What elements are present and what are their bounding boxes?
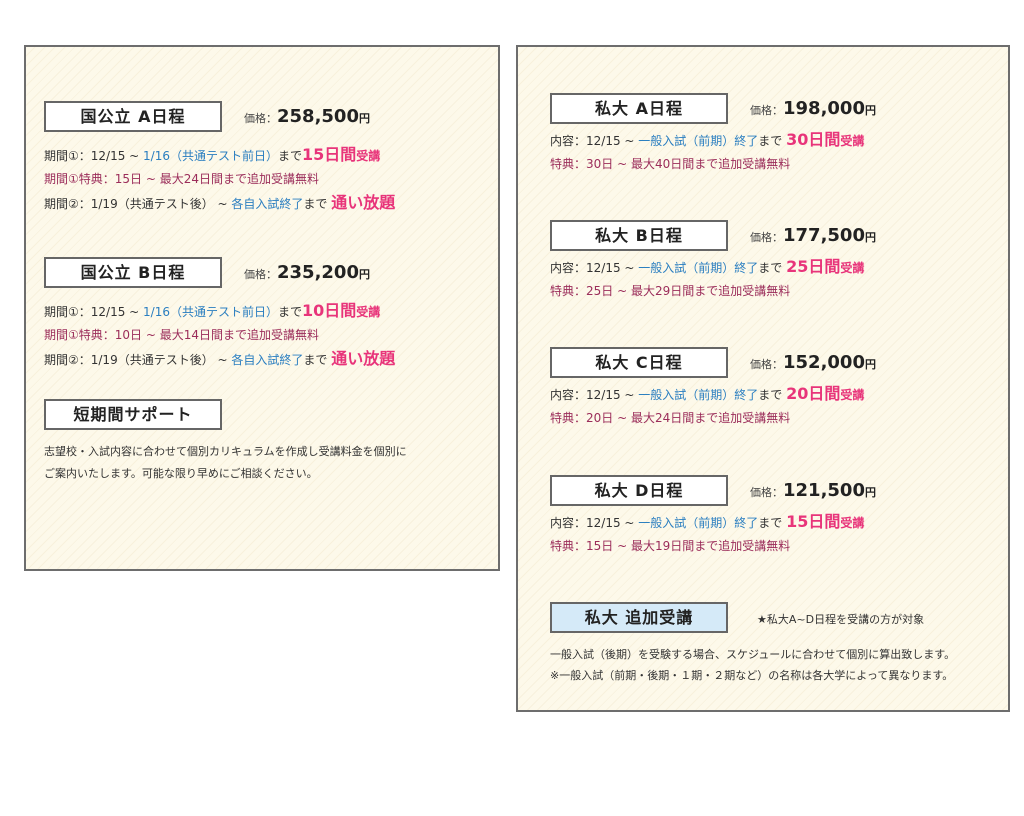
detail-segment: まで (758, 261, 787, 275)
detail-segment: 一般入試（前期）終了 (638, 261, 759, 275)
detail-segment: 期間②：1/19（共通テスト後） ~ (44, 353, 232, 367)
plan-detail-line: 特典：20日 ~ 最大24日間まで追加受講無料 (550, 409, 790, 427)
detail-segment: 期間①：12/15 ~ (44, 305, 144, 319)
plan-detail-line: 内容：12/15 ~ 一般入試（前期）終了まで 20日間受講 (550, 385, 864, 404)
price-unit: 円 (358, 112, 370, 125)
plan-title: 私大 C日程 (550, 347, 728, 378)
price-label: 価格： (750, 486, 783, 499)
detail-segment: 1/16（共通テスト前日） (143, 305, 278, 319)
price-unit: 円 (864, 358, 876, 371)
detail-segment: 特典：15日 ~ 最大19日間まで追加受講無料 (550, 539, 791, 553)
plan-detail-line: 内容：12/15 ~ 一般入試（前期）終了まで 25日間受講 (550, 258, 864, 277)
detail-segment: 一般入試（前期）終了 (638, 388, 759, 402)
plan-detail-line: 特典：30日 ~ 最大40日間まで追加受講無料 (550, 155, 790, 173)
detail-segment: 通い放題 (331, 193, 396, 212)
short-support-text: ご案内いたします。可能な限り早めにご相談ください。 (44, 467, 318, 480)
price-unit: 円 (358, 268, 370, 281)
price-label: 価格： (244, 268, 277, 281)
detail-segment: 受講 (840, 261, 865, 275)
price-unit: 円 (864, 231, 876, 244)
plan-detail-line: 内容：12/15 ~ 一般入試（前期）終了まで 15日間受講 (550, 513, 864, 532)
detail-segment: 10日間 (302, 301, 357, 320)
price-value: 152,000 (783, 352, 865, 373)
plan-detail-line: 期間①：12/15 ~ 1/16（共通テスト前日）まで10日間受講 (44, 302, 380, 321)
detail-segment: まで (277, 305, 302, 319)
detail-segment: 特典：30日 ~ 最大40日間まで追加受講無料 (550, 157, 791, 171)
detail-segment: まで (303, 197, 332, 211)
detail-segment: まで (303, 353, 332, 367)
detail-segment: 15日間 (302, 145, 357, 164)
detail-segment: まで (277, 149, 302, 163)
detail-segment: 受講 (840, 388, 865, 402)
price-value: 235,200 (277, 262, 359, 283)
price-label: 価格： (750, 104, 783, 117)
short-support-header: 短期間サポート (44, 399, 222, 430)
extra-course-header: 私大 追加受講 (550, 602, 728, 633)
plan-detail-line: 内容：12/15 ~ 一般入試（前期）終了まで 30日間受講 (550, 131, 864, 150)
national-university-panel: 国公立 A日程 価格：258,500円 期間①：12/15 ~ 1/16（共通テスト… (24, 45, 500, 571)
detail-segment: まで (758, 134, 787, 148)
price: 価格：177,500円 (750, 225, 876, 246)
detail-segment: 受講 (840, 516, 865, 530)
detail-segment: 30日間 (786, 130, 841, 149)
price-value: 177,500 (783, 225, 865, 246)
price: 価格：198,000円 (750, 98, 876, 119)
detail-segment: まで (758, 388, 787, 402)
detail-segment: 期間②：1/19（共通テスト後） ~ (44, 197, 232, 211)
price: 価格：152,000円 (750, 352, 876, 373)
detail-segment: 期間①：12/15 ~ (44, 149, 144, 163)
price-value: 258,500 (277, 106, 359, 127)
detail-segment: 15日間 (786, 512, 841, 531)
plan-detail-line: 期間①：12/15 ~ 1/16（共通テスト前日）まで15日間受講 (44, 146, 380, 165)
short-support-text: 志望校・入試内容に合わせて個別カリキュラムを作成し受講料金を個別に (44, 445, 407, 458)
detail-segment: 20日間 (786, 384, 841, 403)
detail-segment: 通い放題 (331, 349, 396, 368)
detail-segment: 内容：12/15 ~ (550, 516, 639, 530)
extra-course-text: ※一般入試（前期・後期・１期・２期など）の名称は各大学によって異なります。 (550, 669, 954, 682)
plan-title: 国公立 B日程 (44, 257, 222, 288)
detail-segment: 期間①特典：10日 ~ 最大14日間まで追加受講無料 (44, 328, 319, 342)
detail-segment: 内容：12/15 ~ (550, 134, 639, 148)
detail-segment: 内容：12/15 ~ (550, 261, 639, 275)
detail-segment: まで (758, 516, 787, 530)
detail-segment: 25日間 (786, 257, 841, 276)
detail-segment: 各自入試終了 (231, 353, 304, 367)
plan-detail-line: 特典：15日 ~ 最大19日間まで追加受講無料 (550, 537, 790, 555)
plan-detail-line: 特典：25日 ~ 最大29日間まで追加受講無料 (550, 282, 790, 300)
plan-detail-line: 期間②：1/19（共通テスト後） ~ 各自入試終了まで 通い放題 (44, 350, 395, 369)
price-value: 198,000 (783, 98, 865, 119)
detail-segment: 特典：25日 ~ 最大29日間まで追加受講無料 (550, 284, 791, 298)
plan-title: 国公立 A日程 (44, 101, 222, 132)
plan-title: 私大 B日程 (550, 220, 728, 251)
detail-segment: 1/16（共通テスト前日） (143, 149, 278, 163)
plan-title: 私大 D日程 (550, 475, 728, 506)
price: 価格：121,500円 (750, 480, 876, 501)
price: 価格：235,200円 (244, 262, 370, 283)
price-label: 価格： (750, 231, 783, 244)
detail-segment: 受講 (840, 134, 865, 148)
price-value: 121,500 (783, 480, 865, 501)
plan-detail-line: 期間①特典：15日 ~ 最大24日間まで追加受講無料 (44, 170, 319, 188)
detail-segment: 一般入試（前期）終了 (638, 134, 759, 148)
price-unit: 円 (864, 104, 876, 117)
plan-title: 私大 A日程 (550, 93, 728, 124)
price-unit: 円 (864, 486, 876, 499)
private-university-panel: 私大 A日程 価格：198,000円 内容：12/15 ~ 一般入試（前期）終了まで… (516, 45, 1010, 712)
price-label: 価格： (244, 112, 277, 125)
price: 価格：258,500円 (244, 106, 370, 127)
detail-segment: 期間①特典：15日 ~ 最大24日間まで追加受講無料 (44, 172, 319, 186)
detail-segment: 内容：12/15 ~ (550, 388, 639, 402)
plan-detail-line: 期間②：1/19（共通テスト後） ~ 各自入試終了まで 通い放題 (44, 194, 395, 213)
extra-course-note: ★私大A~D日程を受講の方が対象 (757, 613, 925, 626)
detail-segment: 特典：20日 ~ 最大24日間まで追加受講無料 (550, 411, 791, 425)
plan-detail-line: 期間①特典：10日 ~ 最大14日間まで追加受講無料 (44, 326, 319, 344)
price-label: 価格： (750, 358, 783, 371)
detail-segment: 受講 (356, 305, 381, 319)
detail-segment: 一般入試（前期）終了 (638, 516, 759, 530)
detail-segment: 各自入試終了 (231, 197, 304, 211)
extra-course-text: 一般入試（後期）を受験する場合、スケジュールに合わせて個別に算出致します。 (550, 648, 956, 661)
detail-segment: 受講 (356, 149, 381, 163)
